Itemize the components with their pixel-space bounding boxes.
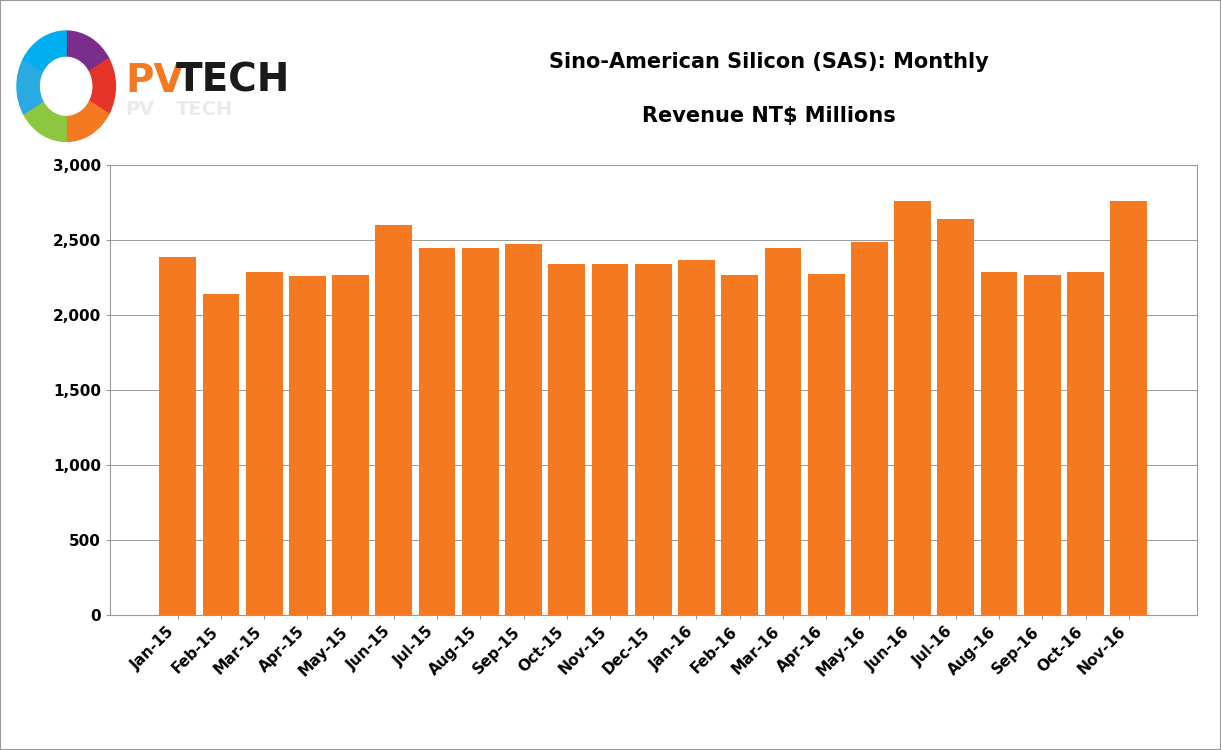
Bar [245,272,282,615]
Bar [375,225,413,615]
Bar [592,264,629,615]
Text: Revenue NT$ Millions: Revenue NT$ Millions [642,106,896,126]
Bar [851,242,888,615]
Text: PV: PV [125,100,154,119]
Text: Sino-American Silicon (SAS): Monthly: Sino-American Silicon (SAS): Monthly [549,53,989,72]
Bar [980,272,1017,615]
Bar [159,256,197,615]
Bar [678,260,714,615]
Bar [894,201,932,615]
Bar [635,264,672,615]
Bar [505,244,542,615]
Bar [419,248,455,615]
Bar [332,275,369,615]
Text: TECH: TECH [176,100,233,119]
Bar [462,248,498,615]
Bar [938,219,974,615]
Bar [289,276,326,615]
Bar [1110,201,1148,615]
Wedge shape [17,58,43,114]
Wedge shape [23,101,66,142]
Bar [722,274,758,615]
Bar [203,294,239,615]
Bar [548,264,585,615]
Bar [1024,274,1061,615]
Bar [808,274,845,615]
Wedge shape [23,31,66,71]
Wedge shape [66,31,109,71]
Bar [1067,272,1104,615]
Wedge shape [66,101,109,142]
Text: TECH: TECH [176,62,291,100]
Wedge shape [89,58,116,114]
Bar [764,248,801,615]
Text: PV: PV [125,62,183,100]
